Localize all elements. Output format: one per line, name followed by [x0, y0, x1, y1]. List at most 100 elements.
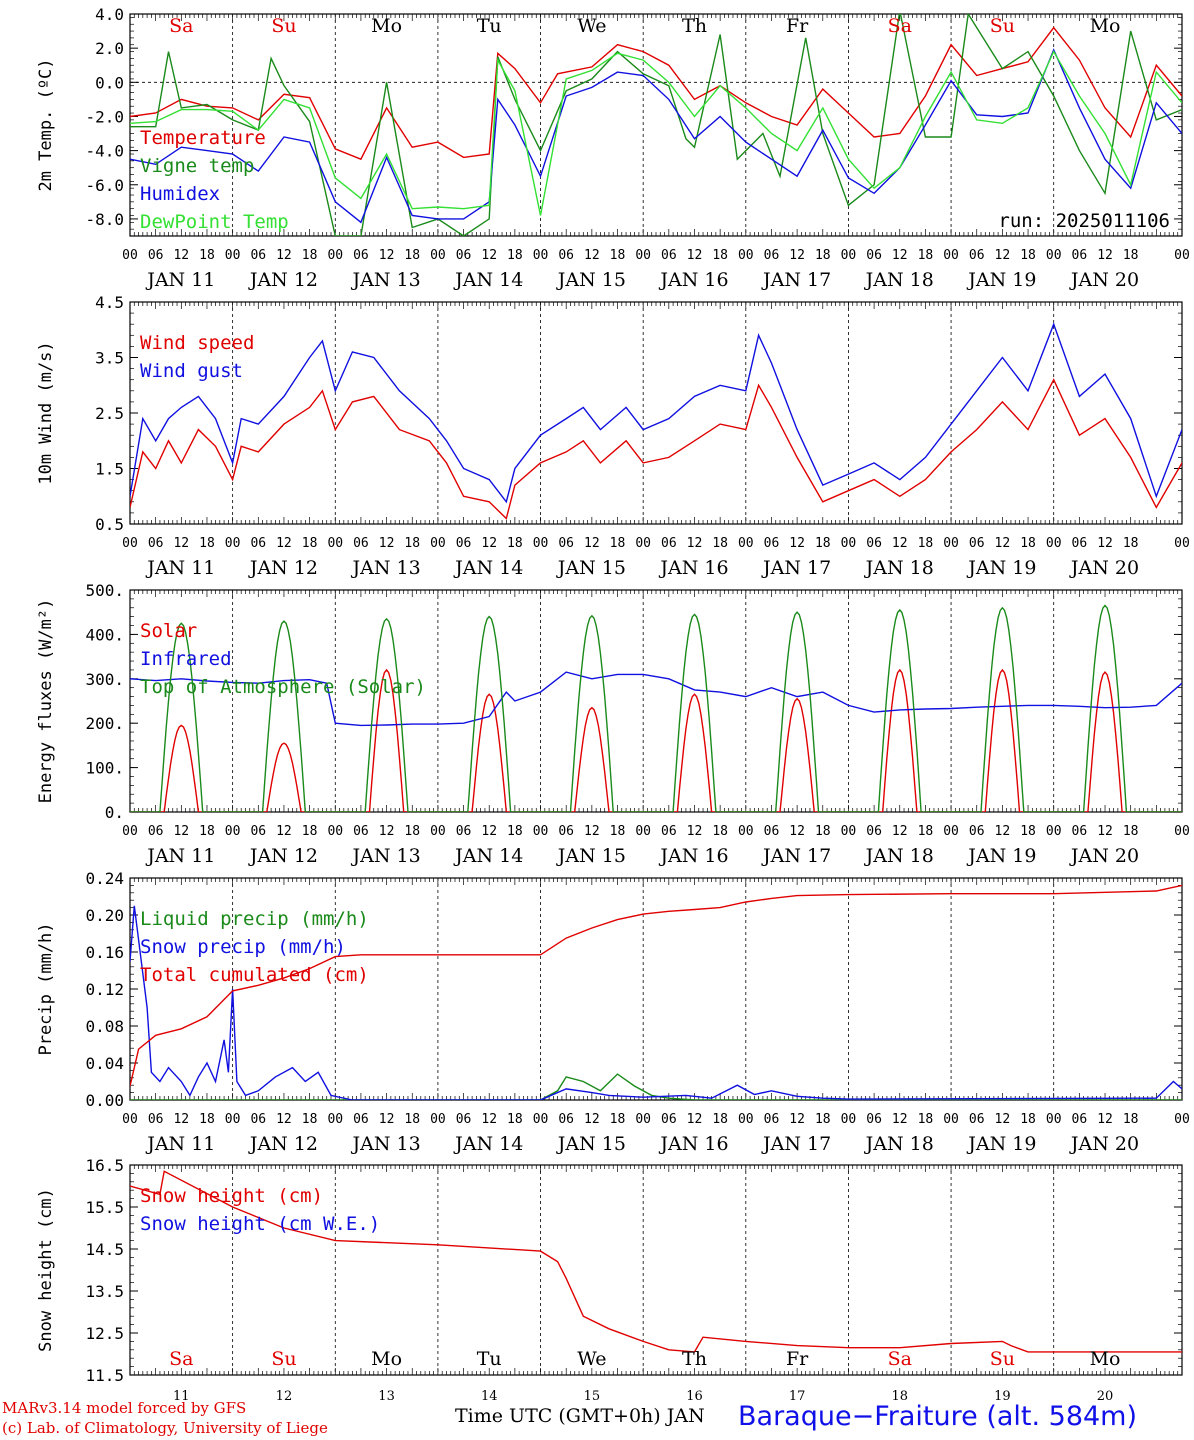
- y-tick-label: 12.5: [85, 1324, 124, 1343]
- date-label: JAN 14: [453, 845, 523, 867]
- hour-tick-label: 00: [943, 1112, 959, 1127]
- hour-tick-label: 06: [250, 1112, 266, 1127]
- hour-tick-label: 06: [456, 536, 472, 551]
- hour-tick-label: 06: [969, 248, 985, 263]
- day-number-label: 18: [891, 1389, 908, 1404]
- hour-tick-label: 00: [738, 248, 754, 263]
- run-annotation: run: 2025011106: [998, 210, 1170, 232]
- series-line-wind-gust: [130, 322, 1182, 504]
- hour-tick-label: 06: [148, 536, 164, 551]
- x-axis-title: Time UTC (GMT+0h) JAN: [455, 1405, 705, 1427]
- hour-tick-label: 18: [1020, 248, 1036, 263]
- hour-tick-label: 00: [225, 824, 241, 839]
- hour-tick-label: 00: [327, 824, 343, 839]
- y-axis-label: Snow height (cm): [36, 1188, 56, 1352]
- hour-tick-label: 06: [764, 248, 780, 263]
- legend-entry: Snow height (cm W.E.): [140, 1213, 380, 1235]
- hour-tick-label: 06: [1072, 824, 1088, 839]
- hour-tick-label: 06: [969, 1112, 985, 1127]
- hour-tick-label: 12: [687, 536, 703, 551]
- hour-tick-label: 06: [866, 1112, 882, 1127]
- series-line-snow-height-cm-: [130, 1170, 1182, 1353]
- y-tick-label: 0.04: [85, 1054, 124, 1073]
- day-number-label: 20: [1097, 1389, 1114, 1404]
- hour-tick-label: 06: [353, 824, 369, 839]
- date-label: JAN 16: [658, 845, 728, 867]
- weekday-label: Su: [271, 15, 296, 37]
- y-tick-label: 0.0: [95, 73, 124, 92]
- hour-tick-label: 00: [122, 536, 138, 551]
- hour-tick-label: 00: [841, 536, 857, 551]
- weekday-label: Su: [990, 15, 1015, 37]
- model-credit: MARv3.14 model forced by GFS: [2, 1399, 247, 1417]
- legend-entry: Vigne temp: [140, 155, 254, 177]
- y-tick-label: -8.0: [85, 210, 124, 229]
- date-label: JAN 18: [864, 269, 934, 291]
- hour-tick-label: 18: [302, 248, 318, 263]
- date-label: JAN 16: [658, 269, 728, 291]
- hour-tick-label: 00: [1174, 248, 1190, 263]
- series-line-top-of-atmosphere-solar-: [130, 604, 1182, 812]
- hour-tick-label: 18: [404, 1112, 420, 1127]
- hour-tick-label: 06: [558, 824, 574, 839]
- y-tick-label: -2.0: [85, 107, 124, 126]
- y-tick-label: 100.: [85, 759, 124, 778]
- date-label: JAN 13: [350, 845, 420, 867]
- hour-tick-label: 12: [481, 536, 497, 551]
- hour-tick-label: 18: [302, 1112, 318, 1127]
- hour-tick-label: 12: [892, 1112, 908, 1127]
- day-number-label: 19: [994, 1389, 1011, 1404]
- hour-tick-label: 00: [225, 1112, 241, 1127]
- date-label: JAN 16: [658, 1133, 728, 1155]
- y-tick-label: 200.: [85, 714, 124, 733]
- weekday-label: Mo: [1090, 1348, 1121, 1370]
- y-tick-label: 0.12: [85, 980, 124, 999]
- hour-tick-label: 12: [789, 248, 805, 263]
- hour-tick-label: 12: [892, 824, 908, 839]
- date-label: JAN 11: [145, 269, 215, 291]
- hour-tick-label: 12: [481, 1112, 497, 1127]
- series-line-wind-speed: [130, 378, 1182, 520]
- legend-entry: Wind gust: [140, 360, 243, 382]
- y-axis-label: 10m Wind (m/s): [36, 341, 56, 484]
- hour-tick-label: 06: [1072, 536, 1088, 551]
- y-tick-label: 400.: [85, 625, 124, 644]
- hour-tick-label: 00: [430, 1112, 446, 1127]
- date-label: JAN 11: [145, 557, 215, 579]
- weekday-label: Fr: [786, 15, 809, 37]
- date-label: JAN 14: [453, 269, 523, 291]
- hour-tick-label: 18: [404, 536, 420, 551]
- series-line-vigne-temp: [130, 14, 1182, 236]
- date-label: JAN 19: [966, 269, 1036, 291]
- y-axis-label: 2m Temp. (ºC): [36, 58, 56, 191]
- hour-tick-label: 18: [712, 248, 728, 263]
- date-label: JAN 18: [864, 845, 934, 867]
- hour-tick-label: 18: [507, 536, 523, 551]
- hour-tick-label: 00: [635, 536, 651, 551]
- hour-tick-label: 12: [276, 248, 292, 263]
- hour-tick-label: 12: [276, 1112, 292, 1127]
- date-label: JAN 13: [350, 269, 420, 291]
- day-number-label: 13: [378, 1389, 395, 1404]
- hour-tick-label: 12: [1097, 248, 1113, 263]
- hour-tick-label: 12: [173, 536, 189, 551]
- hour-tick-label: 00: [841, 824, 857, 839]
- hour-tick-label: 18: [918, 248, 934, 263]
- hour-tick-label: 00: [635, 1112, 651, 1127]
- hour-tick-label: 12: [995, 248, 1011, 263]
- hour-tick-label: 06: [969, 824, 985, 839]
- hour-tick-label: 06: [866, 824, 882, 839]
- hour-tick-label: 18: [1123, 248, 1139, 263]
- y-tick-label: 0.24: [85, 869, 124, 888]
- hour-tick-label: 06: [250, 248, 266, 263]
- hour-tick-label: 18: [712, 824, 728, 839]
- legend-entry: Temperature: [140, 127, 266, 149]
- y-tick-label: 300.: [85, 670, 124, 689]
- date-label: JAN 12: [248, 269, 318, 291]
- hour-tick-label: 00: [943, 536, 959, 551]
- date-label: JAN 11: [145, 845, 215, 867]
- hour-tick-label: 18: [199, 536, 215, 551]
- hour-tick-label: 06: [353, 536, 369, 551]
- date-label: JAN 20: [1069, 557, 1139, 579]
- series-line-dewpoint-temp: [130, 50, 1182, 216]
